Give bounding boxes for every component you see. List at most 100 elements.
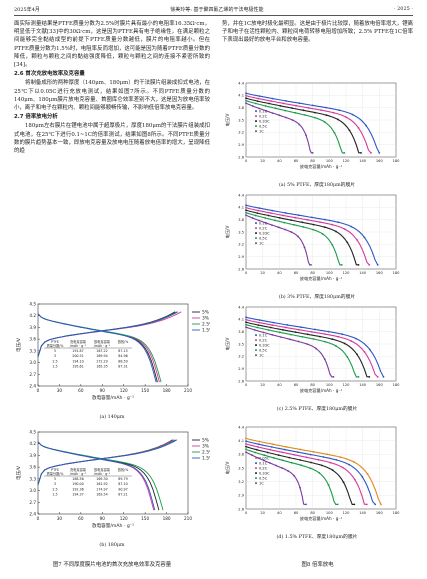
paragraph: 势，并在1C放电时极化最明显。这是由于极片比较厚，随着放电倍率增大，锂离子和电子…: [222, 21, 413, 44]
table-header: PTFE: [51, 340, 59, 344]
legend-swatch: [255, 237, 257, 240]
curve-marker: [245, 443, 247, 445]
y-tick-label: 4.5: [29, 430, 36, 435]
x-tick-label: 100: [326, 271, 334, 275]
curve-marker: [302, 226, 305, 228]
curve-marker: [337, 118, 339, 121]
curve-marker: [323, 358, 326, 361]
curve-marker: [353, 503, 356, 506]
curve-marker: [258, 95, 261, 97]
curve-marker: [274, 107, 277, 110]
left-text-column: 面实际测量结果是PTFE质量分数为2.5%时膜片具有最小的电阻率16.35Ω·c…: [14, 20, 210, 155]
curve-marker: [285, 446, 288, 448]
legend-label-1C: 1C: [259, 129, 264, 133]
curve-marker: [264, 217, 267, 219]
x-tick-label: 20: [260, 383, 265, 387]
table-header: 首效/%: [118, 339, 128, 344]
table-header: 首效/%: [118, 467, 128, 472]
curve-marker: [245, 437, 247, 440]
curve-marker: [251, 105, 254, 107]
curve-marker: [284, 109, 287, 112]
curve-marker: [290, 231, 293, 233]
table-header: 充电克容量: [70, 339, 87, 344]
legend-swatch: [255, 472, 257, 475]
curve-marker: [288, 456, 291, 459]
legend-swatch: [255, 115, 257, 118]
x-tick-label: 20: [260, 271, 265, 275]
legend-swatch: [255, 334, 257, 337]
curve-marker: [378, 152, 381, 154]
figure7b-chart: 0 30 60 90 120 150 180 210 2.4 2.7 3.0 3.3 3.6 3.9 4.2…: [15, 430, 213, 530]
curve-marker: [320, 464, 323, 467]
x-tick-label: 0: [37, 516, 40, 521]
legend-label-0.33C: 0.33C: [259, 471, 270, 475]
table-cell: 3: [54, 354, 56, 358]
legend-label-0.05C: 0.05C: [259, 456, 270, 460]
curve-marker: [277, 454, 280, 456]
figure8a-label: (a) 5% PTFE、厚度180μm的膜片: [278, 183, 356, 188]
table-cell: 191.87: [72, 349, 84, 353]
curve-marker: [335, 345, 337, 347]
curve-marker: [281, 451, 284, 454]
figure7-panel-a: 0 30 60 90 120 150 180 210 2.4 2.7 3.0 3.3 3.6 3.9 4.2…: [14, 298, 213, 421]
curve-marker: [361, 475, 364, 478]
curve-marker: [251, 454, 253, 457]
curve-marker: [368, 348, 371, 351]
x-axis-label: 放电容量/mAh · g⁻¹: [92, 522, 134, 529]
curve-marker: [357, 127, 360, 129]
curve-marker: [245, 326, 247, 328]
y-tick-label: 3.5: [238, 342, 244, 346]
curve-marker: [368, 376, 371, 378]
figure7b-label: (b) 180μm: [99, 543, 125, 548]
x-tick-label: 0: [245, 159, 248, 163]
y-tick-label: 4.1: [238, 318, 244, 322]
curve-marker: [305, 134, 307, 137]
legend-label-5%: 5%: [202, 438, 209, 444]
curve-marker: [351, 113, 354, 116]
curve-marker: [245, 451, 247, 453]
curve-marker: [269, 448, 272, 451]
curve-marker: [355, 337, 357, 340]
curve-marker: [321, 233, 324, 235]
curve-marker: [312, 223, 315, 226]
legend-label-0.33C: 0.33C: [259, 231, 270, 235]
curve-marker: [293, 453, 296, 456]
curve-marker: [353, 478, 356, 481]
x-tick-label: 80: [310, 159, 315, 163]
table-header: /mAh · g⁻¹: [70, 472, 87, 476]
y-tick-label: 3.3: [29, 476, 36, 481]
curve-marker: [326, 453, 328, 456]
x-tick-label: 140: [359, 383, 367, 387]
curve-marker: [271, 333, 274, 336]
curve-marker: [294, 111, 297, 114]
y-tick-label: 4.1: [238, 206, 244, 210]
curve-marker: [342, 481, 345, 484]
curve-marker: [297, 214, 300, 217]
y-tick-label: 2.4: [29, 512, 36, 517]
x-tick-label: 30: [57, 516, 63, 521]
x-tick-label: 100: [326, 511, 334, 515]
curve-marker: [290, 333, 292, 336]
curve-marker: [305, 456, 308, 459]
legend-label-0.2C: 0.2C: [259, 466, 268, 470]
legend-label-3%: 3%: [202, 444, 209, 450]
figure8-panel-d: 0 20 40 60 80 100 120 140 160 180 2.6 2.9 3.2 3.5 3.8 4…: [222, 422, 412, 540]
curve-marker: [312, 450, 315, 453]
curve-marker: [291, 119, 294, 121]
curve-marker: [325, 106, 327, 109]
figure8c-label: (c) 2.5% PTFE、厚度180μm的膜片: [276, 407, 358, 412]
y-tick-label: 2.9: [238, 494, 244, 498]
x-tick-label: 210: [184, 388, 192, 393]
y-tick-label: 2.9: [238, 367, 244, 371]
curve-marker: [300, 326, 302, 329]
curve-marker: [271, 224, 273, 226]
curve-marker: [283, 221, 286, 224]
paragraph: 将制备成形的两种厚度（140μm、180μm）的干法膜片组装成扣式电池，在25℃…: [14, 80, 210, 112]
curve-marker: [319, 335, 321, 338]
legend-label-2.5%: 2.5%: [202, 322, 210, 328]
curve-marker: [258, 440, 261, 443]
curve-marker: [257, 446, 259, 448]
curve-marker: [285, 116, 287, 119]
y-tick-label: 3.9: [29, 453, 36, 458]
header-date: 2025年4月: [14, 6, 40, 13]
